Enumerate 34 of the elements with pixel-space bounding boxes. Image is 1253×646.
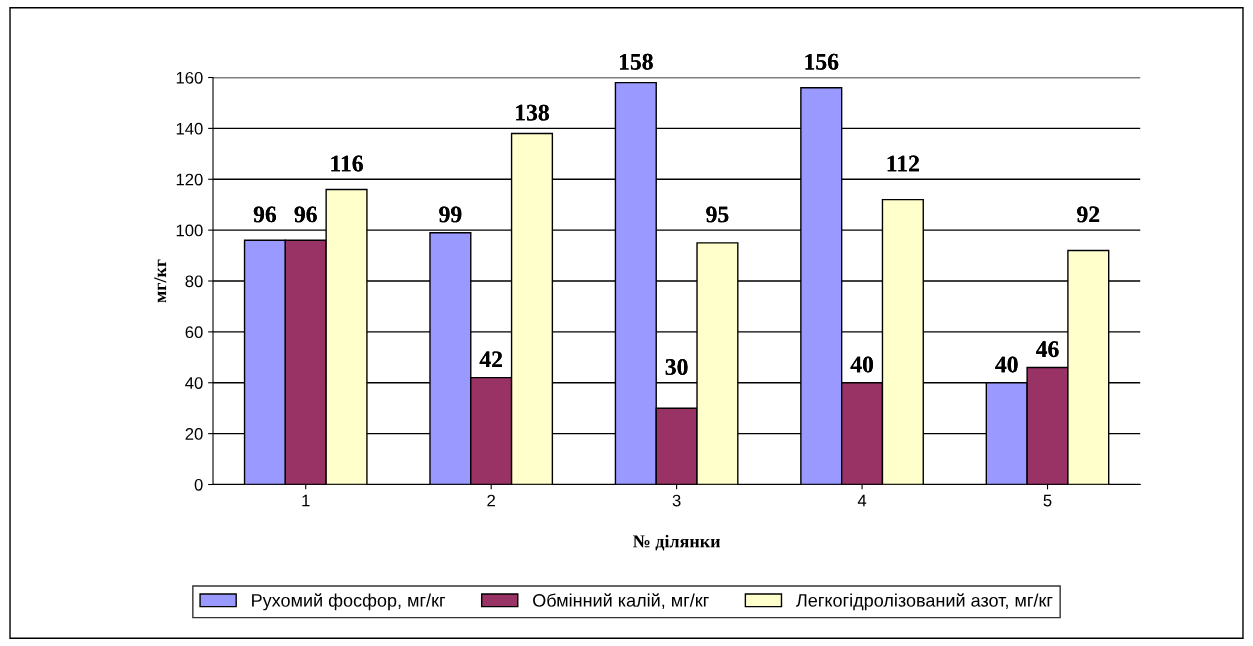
y-axis-title: мг/кг <box>154 259 167 303</box>
y-tick-label: 160 <box>176 71 203 84</box>
data-label: 116 <box>331 155 363 172</box>
y-tick-label: 20 <box>185 428 203 440</box>
legend-label: Рухомий фосфор, мг/кг <box>252 593 446 611</box>
y-tick-label: 120 <box>176 173 203 186</box>
y-tick-label: 100 <box>176 224 203 237</box>
x-tick-label: 3 <box>672 494 681 507</box>
y-tick-label: 80 <box>185 275 203 288</box>
data-label: 96 <box>253 206 277 223</box>
data-label: 40 <box>850 356 873 373</box>
y-tick-label: 0 <box>194 478 203 491</box>
x-axis-title: № ділянки <box>633 534 721 551</box>
legend-label: Обмінний калій, мг/кг <box>533 593 709 609</box>
data-label: 158 <box>620 53 653 70</box>
data-label: 96 <box>294 206 317 223</box>
x-tick-label: 1 <box>302 494 310 507</box>
data-label: 138 <box>516 104 549 121</box>
y-tick-label: 60 <box>185 326 203 339</box>
data-label: 46 <box>1036 341 1059 358</box>
x-tick-label: 5 <box>1043 494 1052 507</box>
data-label: 156 <box>805 53 839 70</box>
data-label: 112 <box>887 155 919 172</box>
x-tick-label: 4 <box>857 494 867 507</box>
data-label: 30 <box>665 359 688 375</box>
data-label: 42 <box>479 351 502 368</box>
data-label: 92 <box>1077 206 1100 223</box>
y-tick-label: 140 <box>176 122 203 135</box>
data-label: 95 <box>706 206 729 223</box>
legend-label: Легкогідролізований азот, мг/кг <box>796 593 1053 611</box>
y-tick-label: 40 <box>185 377 203 389</box>
x-tick-label: 2 <box>487 494 495 507</box>
data-label: 99 <box>439 206 462 223</box>
data-label: 40 <box>995 356 1018 373</box>
